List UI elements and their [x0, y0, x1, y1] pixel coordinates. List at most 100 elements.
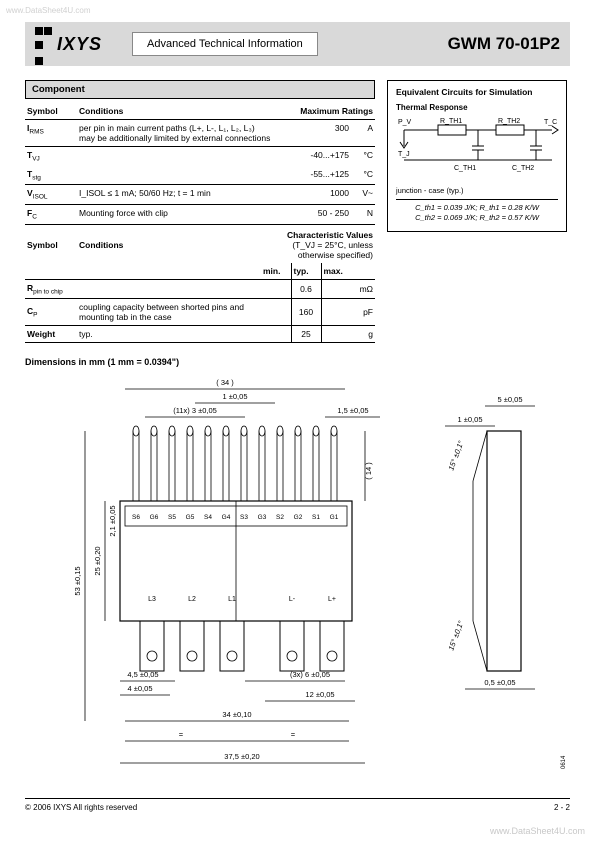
- svg-text:( 34 ): ( 34 ): [216, 378, 234, 387]
- svg-text:S5: S5: [168, 514, 176, 521]
- thermal-circuit-icon: P_V T_J R_TH1 R_TH2 C_TH1 C_TH2 T_C: [396, 116, 560, 174]
- mechanical-drawing: ( 34 ) 1 ±0,05 (11x) 3 ±0,05 1,5 ±0,05 S…: [25, 371, 570, 791]
- cond: I_ISOL ≤ 1 mA; 50/60 Hz; t = 1 min: [77, 185, 293, 205]
- svg-text:G6: G6: [150, 514, 159, 521]
- cond: typ.: [77, 326, 261, 343]
- svg-text:=: =: [179, 730, 184, 739]
- svg-text:5 ±0,05: 5 ±0,05: [498, 395, 523, 404]
- th-cond: Conditions: [77, 227, 261, 263]
- page-num: 2 - 2: [554, 803, 570, 812]
- svg-text:(3x) 6 ±0,05: (3x) 6 ±0,05: [290, 670, 330, 679]
- val: -40...+175: [293, 147, 351, 166]
- cond: Mounting force with clip: [77, 205, 293, 225]
- sim-title: Equivalent Circuits for Simulation: [396, 87, 558, 97]
- th-charvals: Characteristic Values (T_VJ = 25°C, unle…: [261, 227, 375, 263]
- table-row: VISOL I_ISOL ≤ 1 mA; 50/60 Hz; t = 1 min…: [25, 185, 375, 205]
- th-max: max.: [321, 263, 351, 280]
- svg-text:0,5 ±0,05: 0,5 ±0,05: [484, 678, 515, 687]
- th-max: Maximum Ratings: [293, 103, 375, 120]
- sub: P: [33, 312, 37, 319]
- char-table: Symbol Conditions Characteristic Values …: [25, 227, 375, 344]
- svg-text:0614: 0614: [561, 755, 567, 769]
- svg-text:R_TH1: R_TH1: [440, 118, 462, 125]
- table-row: CP coupling capacity between shorted pin…: [25, 299, 375, 326]
- cv-title: Characteristic Values: [287, 230, 373, 240]
- table-row: Rpin to chip 0.6 mΩ: [25, 279, 375, 299]
- unit: g: [351, 326, 375, 343]
- svg-text:=: =: [291, 730, 296, 739]
- header-bar: IXYS Advanced Technical Information GWM …: [25, 22, 570, 66]
- svg-text:S2: S2: [276, 514, 284, 521]
- typ: 0.6: [291, 279, 321, 299]
- val: -55...+125: [293, 166, 351, 185]
- svg-text:4,5 ±0,05: 4,5 ±0,05: [127, 670, 158, 679]
- svg-text:1,5 ±0,05: 1,5 ±0,05: [337, 406, 368, 415]
- svg-text:G2: G2: [294, 514, 303, 521]
- svg-text:S4: S4: [204, 514, 212, 521]
- svg-text:12 ±0,05: 12 ±0,05: [305, 690, 334, 699]
- svg-text:1 ±0,05: 1 ±0,05: [458, 415, 483, 424]
- svg-text:G1: G1: [330, 514, 339, 521]
- sub: C: [32, 214, 37, 221]
- svg-text:L1: L1: [228, 596, 236, 603]
- svg-text:G4: G4: [222, 514, 231, 521]
- th-symbol: Symbol: [25, 227, 77, 263]
- svg-text:34 ±0,10: 34 ±0,10: [222, 710, 251, 719]
- footer: © 2006 IXYS All rights reserved 2 - 2: [25, 798, 570, 812]
- left-column: Component Symbol Conditions Maximum Rati…: [25, 80, 375, 343]
- sub: stg: [32, 174, 41, 181]
- svg-text:T_C: T_C: [544, 119, 557, 126]
- watermark-bottom: www.DataSheet4U.com: [490, 826, 585, 836]
- svg-text:S1: S1: [312, 514, 320, 521]
- typ: 160: [291, 299, 321, 326]
- sim-subtitle: Thermal Response: [396, 103, 558, 112]
- right-column: Equivalent Circuits for Simulation Therm…: [387, 80, 567, 343]
- unit: mΩ: [351, 279, 375, 299]
- val: 50 - 250: [293, 205, 351, 225]
- svg-text:C_TH1: C_TH1: [454, 165, 476, 172]
- sim-box: Equivalent Circuits for Simulation Therm…: [387, 80, 567, 232]
- component-title: Component: [25, 80, 375, 99]
- ati-box: Advanced Technical Information: [132, 32, 318, 56]
- svg-text:1 ±0,05: 1 ±0,05: [223, 392, 248, 401]
- svg-text:T_J: T_J: [398, 151, 410, 158]
- ixys-logo: IXYS: [35, 19, 102, 70]
- copyright: © 2006 IXYS All rights reserved: [25, 803, 137, 812]
- dimensions-heading: Dimensions in mm (1 mm = 0.0394"): [25, 357, 570, 367]
- ratings-table: Symbol Conditions Maximum Ratings IRMS p…: [25, 103, 375, 225]
- sub: VJ: [32, 156, 40, 163]
- table-row: TVJ -40...+175 °C: [25, 147, 375, 166]
- svg-text:S3: S3: [240, 514, 248, 521]
- table-row: IRMS per pin in main current paths (L+, …: [25, 120, 375, 147]
- unit: N: [351, 205, 375, 225]
- svg-text:S6: S6: [132, 514, 140, 521]
- val: 300: [293, 120, 351, 147]
- part-number: GWM 70-01P2: [448, 34, 560, 54]
- cond: per pin in main current paths (L+, L-, L…: [77, 120, 293, 147]
- svg-text:L+: L+: [328, 596, 336, 603]
- svg-text:25 ±0,20: 25 ±0,20: [93, 547, 102, 576]
- sub: pin to chip: [33, 288, 63, 295]
- svg-text:C_TH2: C_TH2: [512, 165, 534, 172]
- cv-note: (T_VJ = 25°C, unless otherwise specified…: [292, 240, 373, 260]
- svg-text:37,5 ±0,20: 37,5 ±0,20: [224, 752, 259, 761]
- unit: °C: [351, 147, 375, 166]
- table-row: Weight typ. 25 g: [25, 326, 375, 343]
- th-conditions: Conditions: [77, 103, 293, 120]
- svg-text:L-: L-: [289, 596, 296, 603]
- svg-text:R_TH2: R_TH2: [498, 118, 520, 125]
- svg-text:(11x) 3 ±0,05: (11x) 3 ±0,05: [173, 406, 217, 415]
- sub: ISOL: [33, 194, 48, 201]
- th-typ: typ.: [291, 263, 321, 280]
- svg-text:L2: L2: [188, 596, 196, 603]
- table-row: FC Mounting force with clip 50 - 250 N: [25, 205, 375, 225]
- svg-text:L3: L3: [148, 596, 156, 603]
- cond: coupling capacity between shorted pins a…: [77, 299, 261, 326]
- svg-text:2,1 ±0,05: 2,1 ±0,05: [108, 506, 117, 537]
- svg-text:15° ±0,1°: 15° ±0,1°: [446, 440, 465, 472]
- logo-squares-icon: [35, 19, 53, 70]
- logo-text: IXYS: [57, 34, 102, 55]
- svg-text:53 ±0,15: 53 ±0,15: [73, 567, 82, 596]
- unit: pF: [351, 299, 375, 326]
- unit: V~: [351, 185, 375, 205]
